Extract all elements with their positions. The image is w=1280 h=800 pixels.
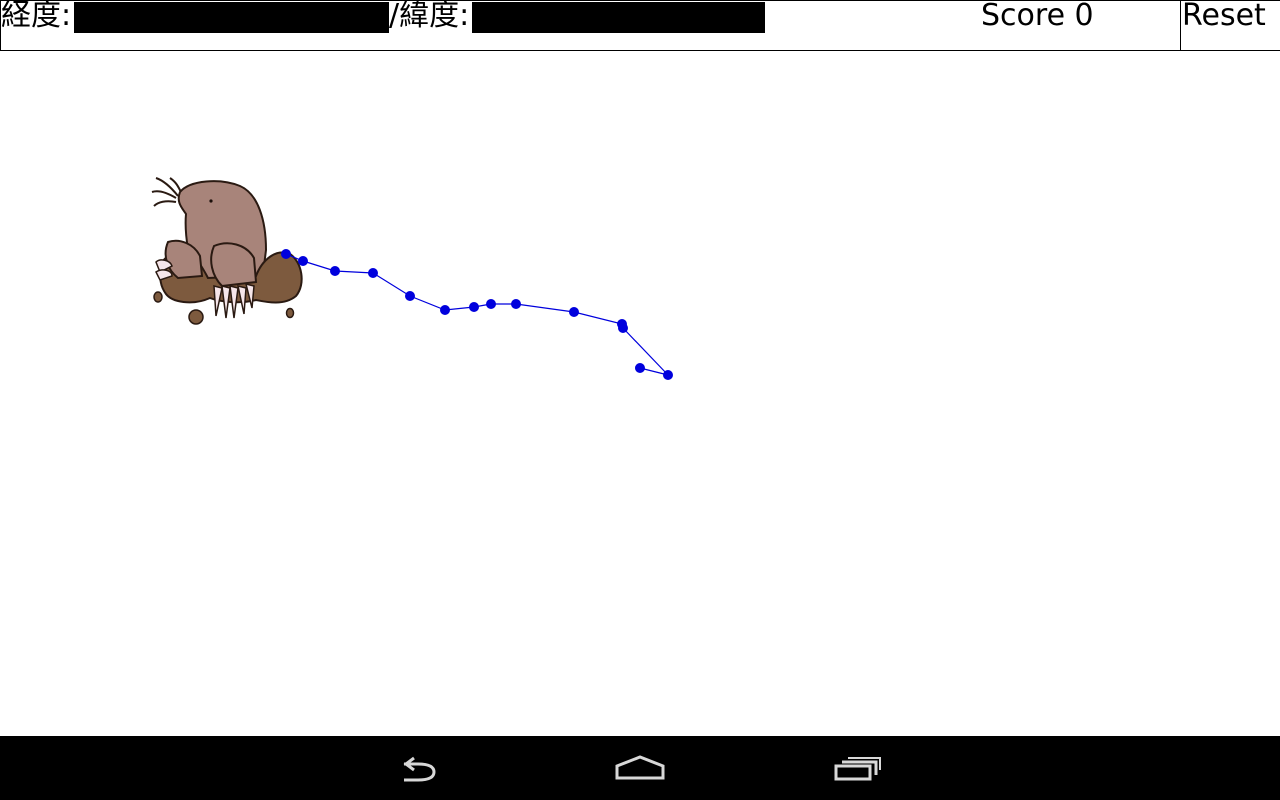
recent-apps-button[interactable] bbox=[818, 748, 898, 788]
home-icon bbox=[615, 755, 665, 780]
trail-point bbox=[635, 363, 645, 373]
mole-icon[interactable] bbox=[151, 177, 303, 325]
home-button[interactable] bbox=[600, 748, 680, 788]
trail-point bbox=[569, 307, 579, 317]
longitude-label: 経度: bbox=[1, 0, 72, 33]
back-icon bbox=[403, 756, 436, 782]
back-button[interactable] bbox=[384, 748, 464, 788]
trail-point bbox=[511, 299, 521, 309]
trail-point bbox=[330, 266, 340, 276]
trail-point bbox=[618, 323, 628, 333]
score-display: Score 0 bbox=[981, 0, 1094, 33]
trail-point bbox=[368, 268, 378, 278]
trail-point bbox=[663, 370, 673, 380]
trail-line bbox=[285, 253, 670, 377]
game-canvas[interactable] bbox=[0, 51, 1280, 736]
longitude-value bbox=[74, 2, 389, 33]
reset-button-label: Reset bbox=[1182, 0, 1266, 33]
trail-point bbox=[440, 305, 450, 315]
top-status-bar: 経度: /緯度: Score 0 Reset bbox=[0, 0, 1280, 51]
recent-apps-icon bbox=[834, 757, 881, 781]
latitude-label: /緯度: bbox=[389, 0, 470, 33]
trail-point bbox=[486, 299, 496, 309]
system-navigation-bar bbox=[0, 736, 1280, 800]
reset-button[interactable]: Reset bbox=[1180, 0, 1280, 50]
trail-point bbox=[281, 249, 291, 259]
trail-point bbox=[298, 256, 308, 266]
trail-point bbox=[469, 302, 479, 312]
game-svg bbox=[151, 177, 673, 380]
latitude-value bbox=[472, 2, 765, 33]
trail-point bbox=[405, 291, 415, 301]
touch-trail bbox=[281, 249, 673, 380]
